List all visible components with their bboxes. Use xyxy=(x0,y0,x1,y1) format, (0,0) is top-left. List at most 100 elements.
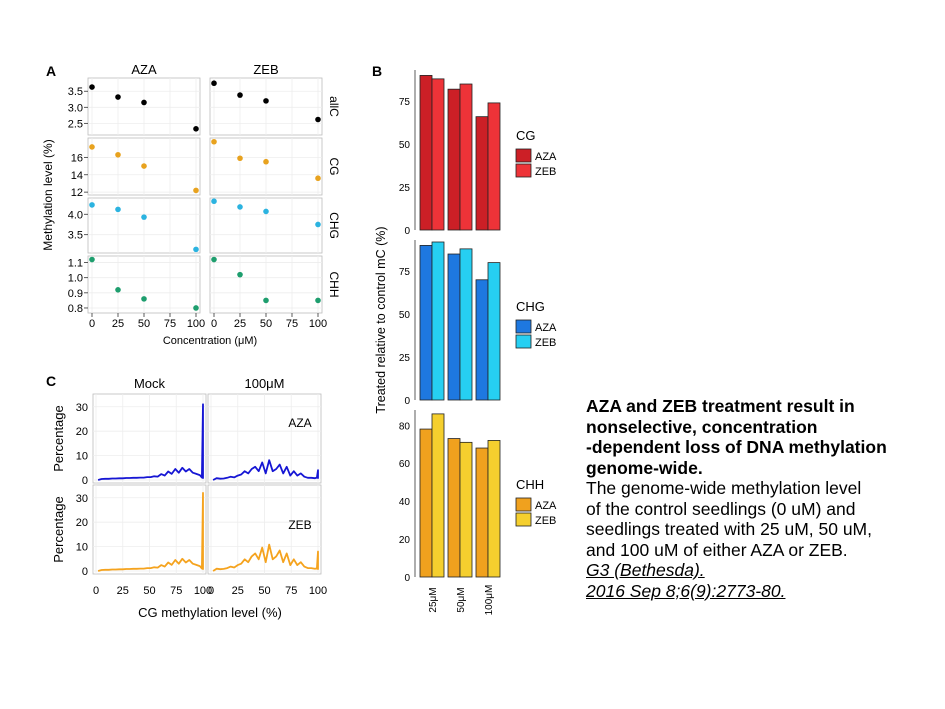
bar xyxy=(459,83,473,231)
bar xyxy=(475,279,489,401)
legend-label: AZA xyxy=(535,500,557,512)
x-tick-label: 50 xyxy=(258,585,270,597)
data-point xyxy=(315,116,321,123)
data-point xyxy=(193,246,199,253)
distribution-line xyxy=(97,403,204,481)
panel-label-b: B xyxy=(372,63,382,79)
data-point xyxy=(211,198,217,205)
x-tick-label: 50μM xyxy=(456,587,467,612)
row-strip-label: CHH xyxy=(327,272,341,298)
x-tick-label: 100μM xyxy=(484,585,495,616)
x-tick-label: 25μM xyxy=(428,587,439,612)
data-point xyxy=(115,94,121,100)
x-tick-label: 50 xyxy=(138,318,150,330)
panel-label-a: A xyxy=(46,63,56,79)
column-header: 100μM xyxy=(244,376,284,391)
bar xyxy=(419,428,433,578)
legend-label: ZEB xyxy=(535,166,556,178)
y-axis-label: Percentage xyxy=(51,405,66,472)
distribution-line xyxy=(212,459,319,481)
y-axis-label: Treated relative to control mC (%) xyxy=(374,226,388,413)
bar xyxy=(475,116,489,231)
x-axis-label: Concentration (μM) xyxy=(163,335,257,347)
x-tick-label: 75 xyxy=(170,585,182,597)
caption-body: The genome-wide methylation level of the… xyxy=(586,478,872,560)
y-tick-label: 30 xyxy=(76,402,88,414)
y-tick-label: 40 xyxy=(399,497,411,508)
y-tick-label: 16 xyxy=(71,152,83,164)
bar xyxy=(431,78,445,231)
panel-a: AZA ZEB 2.5 3.0 3.5 allC 12 14 16 CG 3.5 4.0 CHG 0.8 0… xyxy=(41,62,341,347)
data-point xyxy=(141,99,147,106)
bar xyxy=(487,440,501,578)
x-tick-label: 100 xyxy=(187,318,205,330)
data-point xyxy=(89,256,95,263)
legend-label: AZA xyxy=(535,322,557,334)
data-point xyxy=(315,297,321,304)
legend-swatch xyxy=(515,334,532,349)
data-point xyxy=(263,208,269,215)
y-tick-label: 60 xyxy=(399,459,411,470)
legend-label: AZA xyxy=(535,151,557,163)
data-point xyxy=(211,138,217,145)
y-tick-label: 0 xyxy=(404,226,410,237)
caption-title: AZA and ZEB treatment result in nonselec… xyxy=(586,396,887,478)
panel-label-c: C xyxy=(46,373,56,389)
y-tick-label: 75 xyxy=(399,267,411,278)
y-tick-label: 50 xyxy=(399,310,411,321)
column-header-zeb: ZEB xyxy=(253,62,278,77)
legend-title: CHH xyxy=(516,477,544,492)
data-point xyxy=(193,187,199,194)
y-tick-label: 0.8 xyxy=(68,303,83,315)
data-point xyxy=(263,158,269,165)
data-point xyxy=(263,98,269,104)
x-tick-label: 0 xyxy=(211,318,217,330)
panel-b: 0 25 50 75 CG AZA ZEB 0 25 50 75 CHG AZA ZEB 0 20 40 60 80… xyxy=(374,70,557,615)
data-point xyxy=(263,297,269,304)
x-tick-label: 75 xyxy=(286,318,298,330)
y-axis-label: Percentage xyxy=(51,496,66,563)
caption-citation[interactable]: G3 (Bethesda). 2016 Sep 8;6(9):2773-80. xyxy=(586,560,786,601)
y-tick-label: 80 xyxy=(399,421,411,432)
x-tick-label: 100 xyxy=(309,585,327,597)
bar xyxy=(487,262,501,401)
row-strip-label: CG xyxy=(327,158,341,176)
y-tick-label: 0.9 xyxy=(68,288,83,300)
x-tick-label: 25 xyxy=(112,318,124,330)
x-tick-label: 0 xyxy=(93,585,99,597)
data-point xyxy=(237,271,243,278)
y-tick-label: 10 xyxy=(76,451,88,463)
y-tick-label: 25 xyxy=(399,353,411,364)
data-point xyxy=(237,155,243,162)
data-point xyxy=(193,305,199,311)
data-point xyxy=(89,84,95,90)
data-point xyxy=(89,144,95,150)
bar xyxy=(447,438,461,578)
column-header: Mock xyxy=(134,376,166,391)
y-tick-label: 12 xyxy=(71,187,83,199)
row-label: AZA xyxy=(288,416,311,430)
figure-caption: AZA and ZEB treatment result in nonselec… xyxy=(586,396,936,601)
data-point xyxy=(141,163,147,169)
x-tick-label: 50 xyxy=(260,318,272,330)
bar xyxy=(459,441,473,578)
y-tick-label: 1.1 xyxy=(68,258,83,270)
data-point xyxy=(237,204,243,210)
distribution-line xyxy=(97,491,204,572)
bar xyxy=(447,88,461,231)
x-tick-label: 75 xyxy=(164,318,176,330)
bar xyxy=(487,102,501,231)
data-point xyxy=(193,126,199,132)
x-tick-label: 0 xyxy=(89,318,95,330)
y-tick-label: 14 xyxy=(71,170,83,182)
legend-label: ZEB xyxy=(535,337,556,349)
bar xyxy=(447,253,461,401)
bar xyxy=(431,413,445,578)
data-point xyxy=(211,80,217,87)
data-point xyxy=(141,296,147,302)
data-point xyxy=(315,175,321,182)
y-tick-label: 50 xyxy=(399,140,411,151)
column-header-aza: AZA xyxy=(131,62,157,77)
legend-title: CHG xyxy=(516,299,545,314)
data-point xyxy=(115,151,121,158)
